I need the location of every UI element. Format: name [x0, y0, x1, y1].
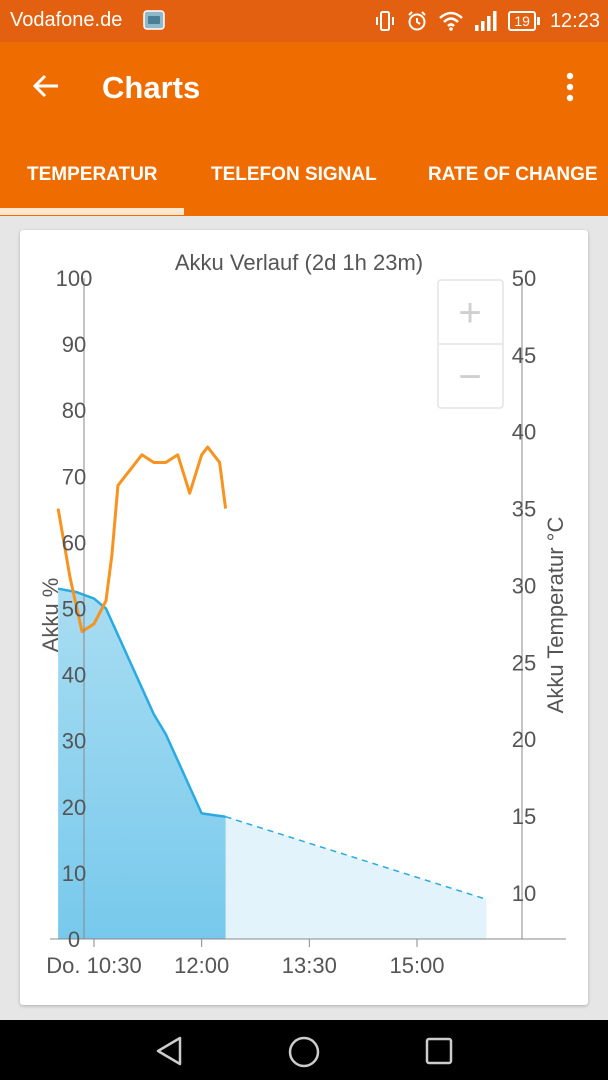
x-tick-label: Do. 10:30	[46, 953, 141, 978]
zoom-out-button[interactable]: −	[458, 355, 481, 399]
zoom-in-button[interactable]: +	[458, 291, 481, 335]
signal-strength-icon	[475, 11, 497, 31]
battery-projection-area	[225, 816, 487, 939]
chart-title: Akku Verlauf (2d 1h 23m)	[175, 250, 423, 275]
battery-level: 19	[514, 13, 530, 29]
battery-projection-line	[225, 816, 487, 901]
x-tick-label: 12:00	[174, 953, 229, 978]
status-bar: Vodafone.de 19 12:23	[0, 0, 608, 42]
left-tick-label: 40	[62, 663, 86, 688]
right-tick-label: 20	[512, 727, 536, 752]
clock: 12:23	[549, 9, 600, 32]
wifi-icon	[439, 11, 464, 31]
right-tick-label: 50	[512, 266, 536, 291]
left-tick-label: 50	[62, 597, 86, 622]
arrow-left-icon[interactable]	[30, 70, 62, 102]
tab-bar: TEMPERATUR TELEFON SIGNAL RATE OF CHANGE	[0, 138, 608, 216]
left-tick-label: 10	[62, 861, 86, 886]
right-tick-label: 35	[512, 497, 536, 522]
battery-icon: 19	[508, 11, 540, 31]
x-tick-label: 15:00	[389, 953, 444, 978]
left-tick-label: 70	[62, 464, 86, 489]
right-tick-label: 40	[512, 420, 536, 445]
left-tick-label: 60	[62, 530, 86, 555]
left-tick-label: 0	[68, 927, 80, 952]
left-axis-label: Akku %	[38, 578, 63, 653]
left-tick-label: 90	[62, 332, 86, 357]
back-triangle-icon[interactable]	[154, 1035, 184, 1067]
right-tick-label: 30	[512, 573, 536, 598]
battery-chart[interactable]: 0 10 20 30 40 50 60 70 80 90 100 10 15 20 25 30 35 40 45 50…	[20, 230, 588, 1005]
carrier-name: Vodafone.de	[10, 9, 123, 31]
x-tick-label: 13:30	[282, 953, 337, 978]
tab-indicator	[0, 208, 184, 215]
tab-telefon-signal[interactable]: TELEFON SIGNAL	[211, 164, 377, 185]
tab-temperatur[interactable]: TEMPERATUR	[27, 164, 158, 185]
right-tick-label: 15	[512, 804, 536, 829]
right-tick-label: 25	[512, 650, 536, 675]
recents-square-icon[interactable]	[424, 1036, 454, 1066]
temperature-line	[56, 445, 228, 634]
navigation-bar	[0, 1020, 608, 1080]
right-tick-label: 45	[512, 343, 536, 368]
right-tick-label: 10	[512, 881, 536, 906]
battery-line	[57, 587, 226, 818]
tab-rate-of-change[interactable]: RATE OF CHANGE	[428, 164, 598, 185]
battery-area	[58, 588, 226, 939]
zoom-controls: + −	[437, 279, 504, 409]
left-tick-label: 20	[62, 795, 86, 820]
left-tick-label: 30	[62, 729, 86, 754]
sim-card-icon	[143, 10, 165, 30]
chart-card: 0 10 20 30 40 50 60 70 80 90 100 10 15 20 25 30 35 40 45 50…	[20, 230, 588, 1005]
left-tick-label: 80	[62, 398, 86, 423]
page-title: Charts	[102, 70, 201, 105]
right-axis-label: Akku Temperatur °C	[543, 517, 568, 714]
home-circle-icon[interactable]	[287, 1035, 321, 1069]
more-vert-icon[interactable]	[558, 70, 582, 106]
left-tick-label: 100	[56, 266, 93, 291]
alarm-icon	[408, 11, 427, 31]
app-bar: Charts	[0, 42, 608, 138]
vibrate-icon	[376, 11, 395, 31]
